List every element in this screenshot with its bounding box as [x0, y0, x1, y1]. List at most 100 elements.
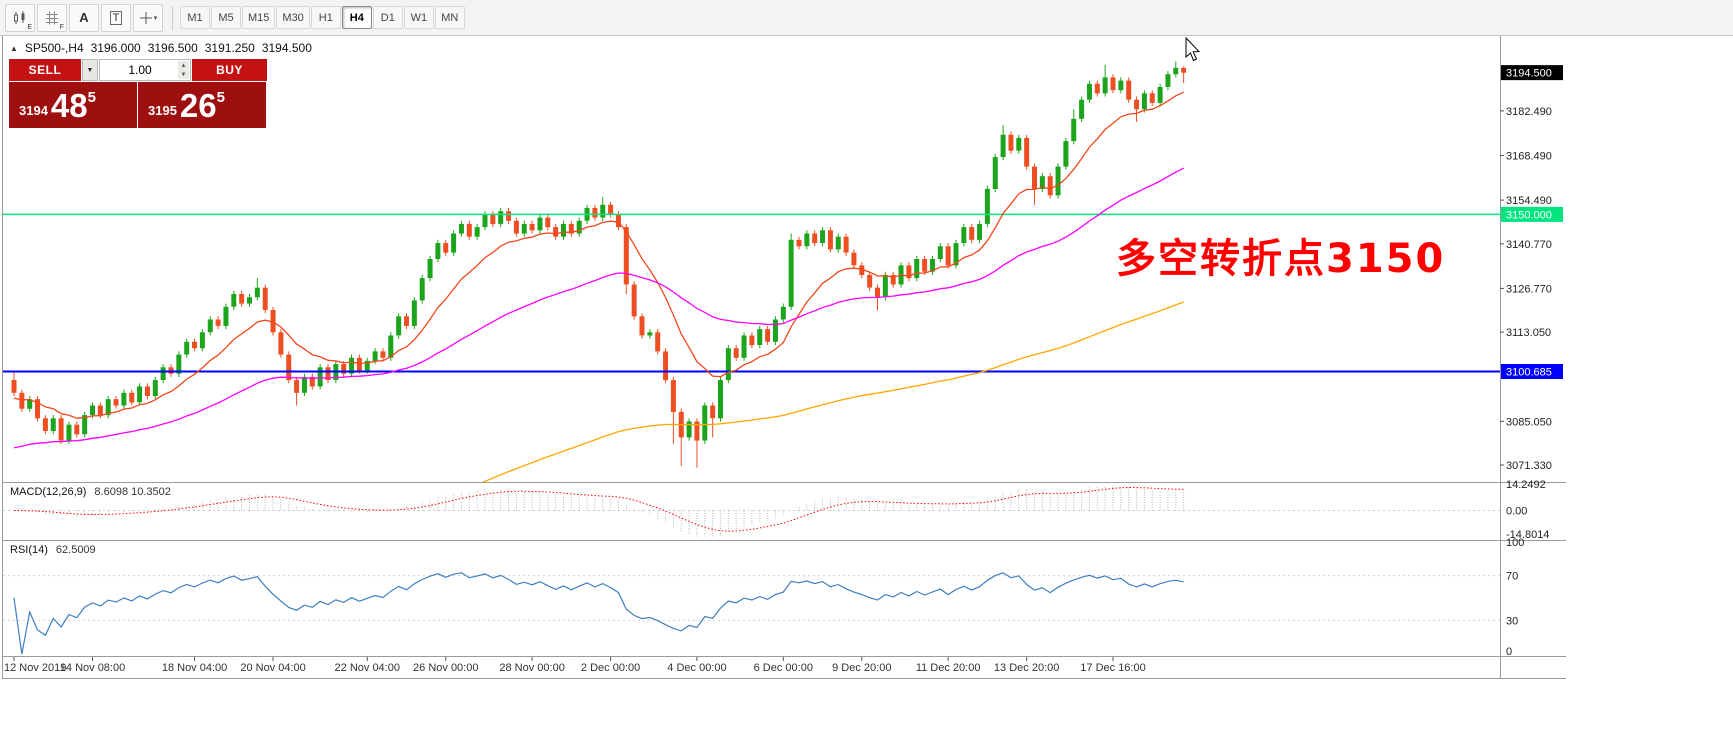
volume-dropdown-button[interactable]: ▼	[82, 59, 98, 81]
time-axis-label: 6 Dec 00:00	[754, 662, 813, 674]
time-axis-label: 4 Dec 00:00	[667, 662, 726, 674]
candle-body	[356, 357, 362, 371]
candle-body	[105, 399, 111, 416]
candle-body	[600, 204, 606, 218]
time-axis-label: 26 Nov 00:00	[413, 662, 478, 674]
chart-plot-area[interactable]	[3, 61, 1500, 642]
current-price-badge	[1501, 65, 1563, 81]
chart-type-button[interactable]: E	[5, 3, 35, 32]
buy-button[interactable]: BUY	[192, 59, 267, 81]
candle-body	[278, 332, 284, 355]
candle-body	[419, 278, 425, 301]
candle-body	[937, 246, 943, 259]
candle-body	[670, 380, 676, 412]
candle-body	[725, 348, 731, 381]
candle-body	[529, 224, 535, 231]
timeframe-button-m15[interactable]: M15	[242, 6, 276, 29]
volume-down-button[interactable]: ▼	[178, 70, 189, 79]
macd-signal-line	[13, 486, 1184, 532]
candle-body	[702, 405, 708, 441]
candle-body	[867, 274, 873, 288]
ma-line-mid	[13, 167, 1184, 449]
candle-body	[1047, 176, 1053, 196]
candle-body	[710, 405, 716, 419]
ask-pip-digit: 5	[216, 89, 225, 106]
volume-up-button[interactable]: ▲	[178, 61, 189, 70]
candle-body	[796, 239, 802, 247]
candle-body	[984, 188, 990, 224]
candle-body	[137, 386, 143, 403]
timeframe-button-w1[interactable]: W1	[403, 6, 434, 29]
ask-price-display: 3195 26 5	[138, 82, 266, 128]
volume-field: ▲ ▼	[99, 59, 191, 81]
time-axis-label: 18 Nov 04:00	[162, 662, 227, 674]
candle-body	[231, 294, 237, 307]
candle-body	[859, 265, 865, 275]
rsi-axis-label: 70	[1506, 571, 1518, 583]
candle-body	[168, 367, 174, 374]
timeframe-button-m1[interactable]: M1	[180, 6, 210, 29]
chart-type-badge: E	[27, 23, 32, 31]
candle-body	[458, 224, 464, 234]
timeframe-button-h1[interactable]: H1	[310, 6, 341, 29]
candle-body	[19, 392, 25, 409]
price-tick-label: 3168.490	[1506, 150, 1552, 162]
candle-body	[1173, 67, 1179, 75]
candle-body	[788, 239, 794, 307]
candle-body	[953, 243, 959, 266]
ohlc-high: 3196.500	[147, 41, 198, 55]
candle-body	[364, 360, 370, 371]
candle-body	[639, 316, 645, 336]
macd-values: 8.6098 10.3502	[94, 486, 171, 498]
timeframe-button-h4[interactable]: H4	[341, 6, 372, 29]
candle-body	[435, 243, 441, 259]
candle-body	[1000, 134, 1006, 158]
timeframe-button-d1[interactable]: D1	[372, 6, 403, 29]
candle-body	[239, 294, 245, 304]
toolbar: E F A T ▾ M1 M5 M15 M30 H1 H4 D1 W1 MN	[0, 0, 1733, 36]
hline-price-badge	[1501, 364, 1563, 380]
macd-label: MACD(12,26,9)	[10, 486, 87, 498]
mouse-cursor	[1185, 36, 1201, 62]
timeframe-button-mn[interactable]: MN	[434, 6, 465, 29]
candle-body	[561, 224, 566, 237]
candle-body	[631, 284, 637, 317]
candle-body	[718, 380, 723, 419]
candle-body	[1134, 99, 1140, 110]
ohlc-low: 3191.250	[204, 41, 255, 55]
price-tick-label: 3126.770	[1506, 283, 1552, 295]
candlestick-chart-icon	[14, 10, 25, 24]
candle-body	[772, 319, 778, 342]
candle-body	[827, 230, 833, 250]
candle-body	[922, 259, 928, 272]
timeframe-button-m5[interactable]: M5	[211, 6, 241, 29]
candle-body	[615, 214, 621, 228]
sell-button[interactable]: SELL	[9, 59, 81, 81]
candle-body	[1094, 83, 1100, 94]
candle-body	[977, 224, 983, 240]
candle-body	[152, 380, 158, 396]
candle-body	[294, 380, 300, 393]
grid-icon	[46, 11, 58, 24]
candle-body	[623, 227, 629, 285]
text-label-button[interactable]: A	[69, 3, 99, 32]
rsi-line	[13, 572, 1184, 655]
crosshair-icon	[139, 11, 152, 24]
candle-body	[1024, 137, 1030, 167]
crosshair-button[interactable]: ▾	[133, 3, 163, 32]
candle-body	[317, 367, 323, 387]
volume-input[interactable]	[100, 60, 190, 80]
candle-body	[466, 224, 472, 237]
text-tool-button[interactable]: T	[101, 3, 131, 32]
price-axis[interactable]: 3182.490 3168.490 3154.490 3140.770 3126.770…	[1500, 65, 1563, 658]
text-label-glyph: A	[79, 10, 89, 25]
candle-body	[663, 351, 669, 381]
indicators-button[interactable]: F	[37, 3, 67, 32]
candle-body	[404, 316, 409, 326]
timeframe-button-m30[interactable]: M30	[276, 6, 310, 29]
time-axis-label: 20 Nov 04:00	[240, 662, 305, 674]
price-tick-label: 3182.490	[1506, 106, 1552, 118]
candle-body	[1165, 74, 1171, 87]
